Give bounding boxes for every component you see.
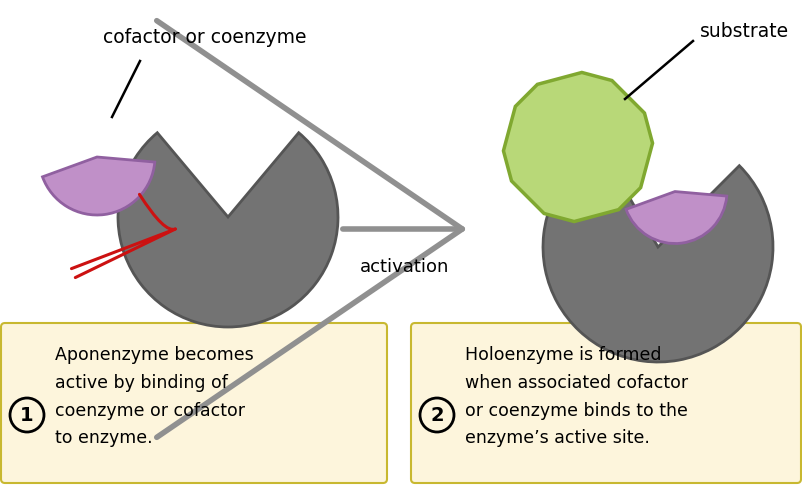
Text: 1: 1 (20, 406, 34, 425)
Circle shape (10, 398, 44, 432)
Text: 2: 2 (430, 406, 444, 425)
Text: Holoenzyme is formed
when associated cofactor
or coenzyme binds to the
enzyme’s : Holoenzyme is formed when associated cof… (465, 346, 688, 447)
Circle shape (420, 398, 454, 432)
Wedge shape (118, 133, 338, 327)
Wedge shape (626, 192, 727, 244)
FancyBboxPatch shape (1, 324, 387, 483)
Text: cofactor or coenzyme: cofactor or coenzyme (103, 28, 306, 47)
FancyBboxPatch shape (411, 324, 801, 483)
Wedge shape (543, 148, 773, 362)
Text: substrate: substrate (700, 22, 789, 41)
Polygon shape (504, 73, 653, 222)
Text: Aponenzyme becomes
active by binding of
coenzyme or cofactor
to enzyme.: Aponenzyme becomes active by binding of … (55, 346, 253, 447)
Text: activation: activation (360, 258, 450, 275)
Wedge shape (43, 158, 155, 216)
